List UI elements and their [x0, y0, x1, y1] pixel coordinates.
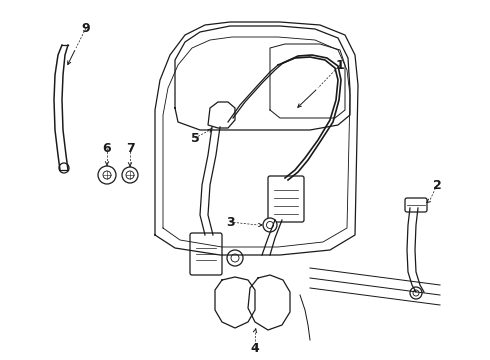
FancyBboxPatch shape	[190, 233, 222, 275]
Text: 5: 5	[191, 131, 199, 144]
Circle shape	[267, 221, 273, 229]
Circle shape	[122, 167, 138, 183]
Circle shape	[98, 166, 116, 184]
Text: 2: 2	[433, 179, 441, 192]
Circle shape	[126, 171, 134, 179]
Text: 6: 6	[103, 141, 111, 154]
Text: 3: 3	[226, 216, 234, 229]
Text: 4: 4	[250, 342, 259, 355]
Polygon shape	[208, 102, 235, 128]
Circle shape	[231, 254, 239, 262]
Text: 9: 9	[82, 22, 90, 35]
Text: 7: 7	[125, 141, 134, 154]
Circle shape	[263, 218, 277, 232]
Circle shape	[227, 250, 243, 266]
FancyBboxPatch shape	[268, 176, 304, 222]
FancyBboxPatch shape	[405, 198, 427, 212]
Circle shape	[59, 163, 69, 173]
Circle shape	[410, 287, 422, 299]
Circle shape	[413, 290, 419, 296]
Text: 1: 1	[336, 59, 344, 72]
Circle shape	[103, 171, 111, 179]
